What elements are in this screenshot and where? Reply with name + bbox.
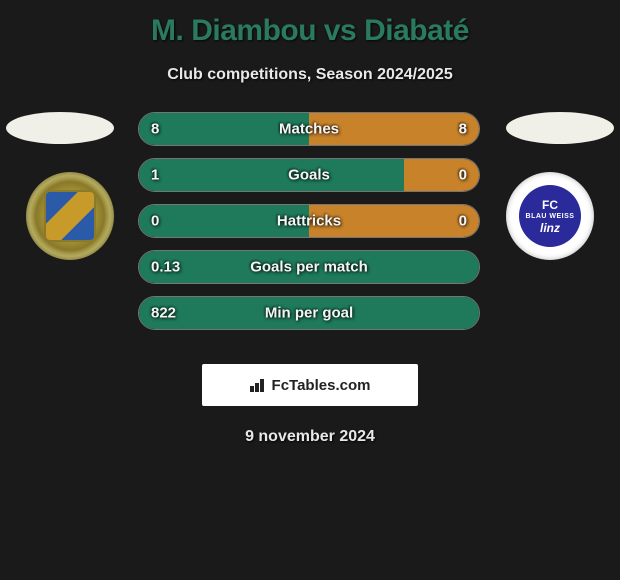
club-logo-right: FC BLAU WEISS linz bbox=[506, 172, 594, 260]
stat-value-left: 0 bbox=[151, 213, 159, 230]
stat-label: Hattricks bbox=[277, 213, 341, 230]
stat-row: 822 Min per goal bbox=[138, 296, 480, 330]
subtitle: Club competitions, Season 2024/2025 bbox=[0, 66, 620, 84]
stat-value-left: 822 bbox=[151, 305, 176, 322]
stat-value-left: 1 bbox=[151, 167, 159, 184]
club-right-bw: BLAU WEISS bbox=[526, 213, 575, 220]
stat-label: Matches bbox=[279, 121, 339, 138]
date: 9 november 2024 bbox=[0, 428, 620, 446]
stat-row: 0.13 Goals per match bbox=[138, 250, 480, 284]
club-logo-right-inner: FC BLAU WEISS linz bbox=[519, 185, 581, 247]
bar-chart-icon bbox=[250, 378, 268, 392]
stat-label: Goals per match bbox=[250, 259, 368, 276]
stat-label: Goals bbox=[288, 167, 330, 184]
club-logo-left bbox=[26, 172, 114, 260]
watermark: FcTables.com bbox=[202, 364, 418, 406]
stat-row: 0 0 Hattricks bbox=[138, 204, 480, 238]
stat-row: 8 8 Matches bbox=[138, 112, 480, 146]
stat-value-right: 0 bbox=[459, 213, 467, 230]
watermark-text: FcTables.com bbox=[272, 377, 371, 394]
stat-value-right: 0 bbox=[459, 167, 467, 184]
player-right-oval bbox=[506, 112, 614, 144]
club-right-linz: linz bbox=[540, 222, 560, 234]
club-right-fc: FC bbox=[542, 199, 558, 211]
stat-value-right: 8 bbox=[459, 121, 467, 138]
stat-bars: 8 8 Matches 1 0 Goals 0 0 Hattricks 0.13 Goals per… bbox=[138, 112, 480, 342]
stat-bar-right bbox=[404, 159, 479, 191]
stat-row: 1 0 Goals bbox=[138, 158, 480, 192]
stat-value-left: 8 bbox=[151, 121, 159, 138]
stat-label: Min per goal bbox=[265, 305, 353, 322]
stat-bar-left bbox=[139, 159, 404, 191]
page-title: M. Diambou vs Diabaté bbox=[0, 0, 620, 48]
stat-value-left: 0.13 bbox=[151, 259, 180, 276]
player-left-oval bbox=[6, 112, 114, 144]
comparison-area: FC BLAU WEISS linz 8 8 Matches 1 0 Goals 0 0 Hat… bbox=[0, 112, 620, 342]
